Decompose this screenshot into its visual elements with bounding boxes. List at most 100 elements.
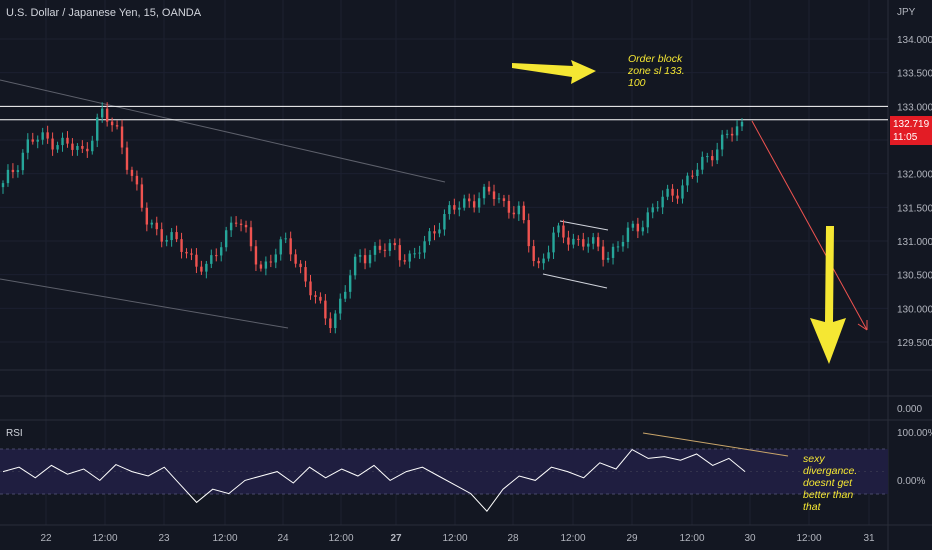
- candle-body: [433, 231, 436, 234]
- x-tick-label: 12:00: [328, 533, 353, 544]
- candle-body: [542, 258, 545, 264]
- candle-body: [224, 230, 228, 248]
- candle-body: [170, 232, 173, 241]
- divergence-line: [642, 432, 789, 457]
- candle-body: [681, 185, 684, 199]
- x-tick-label: 30: [744, 533, 756, 544]
- rsi-tick-label: 100.00%: [897, 428, 932, 439]
- candle-body: [716, 149, 719, 161]
- annotation-order-block: Order block zone sl 133. 100: [628, 53, 685, 89]
- candle-body: [388, 243, 392, 251]
- candle-body: [413, 253, 416, 255]
- y-tick-label: 130.500: [897, 271, 932, 282]
- candle-body: [66, 137, 69, 144]
- candle-body: [339, 298, 342, 314]
- candle-body: [552, 232, 555, 253]
- candle-body: [6, 169, 10, 184]
- candle-body: [249, 227, 253, 247]
- trend-line-lower: [0, 278, 289, 329]
- candle-body: [299, 263, 302, 268]
- x-tick-label: 12:00: [679, 533, 704, 544]
- candle-body: [582, 239, 585, 247]
- candle-body: [368, 254, 372, 264]
- candle-body: [577, 238, 580, 240]
- candle-body: [244, 224, 248, 228]
- candle-body: [497, 198, 501, 200]
- candle-body: [487, 186, 491, 192]
- candle-body: [279, 239, 282, 255]
- candle-body: [145, 207, 149, 225]
- x-tick-label: 24: [277, 533, 289, 544]
- candle-body: [31, 139, 34, 142]
- candle-body: [557, 225, 560, 233]
- candle-body: [626, 227, 630, 242]
- candle-body: [46, 132, 49, 139]
- candle-body: [190, 253, 193, 255]
- candle-body: [616, 246, 620, 248]
- candle-body: [26, 139, 29, 153]
- candle-body: [676, 195, 679, 199]
- candle-body: [517, 205, 521, 215]
- candle-body: [686, 175, 689, 186]
- x-tick-label: 12:00: [796, 533, 821, 544]
- candle-body: [572, 238, 575, 245]
- candle-body: [115, 125, 119, 127]
- candle-body: [730, 133, 734, 136]
- candle-body: [701, 156, 704, 170]
- candle-body: [294, 254, 297, 264]
- candle-body: [383, 249, 387, 251]
- candle-body: [453, 205, 456, 210]
- candle-body: [56, 145, 59, 150]
- candle-body: [408, 253, 411, 262]
- candle-body: [215, 255, 218, 257]
- candle-body: [180, 239, 183, 252]
- candle-body: [259, 264, 263, 269]
- candle-body: [239, 223, 243, 225]
- y-tick-label: 133.500: [897, 69, 932, 80]
- candle-body: [309, 281, 312, 296]
- arrow-down-icon: [810, 226, 846, 364]
- y-tick-label: 130.000: [897, 304, 932, 315]
- rsi-tick-label: 0.00%: [897, 476, 925, 487]
- x-tick-label: 23: [158, 533, 170, 544]
- candle-body: [458, 207, 461, 210]
- candle-body: [319, 296, 322, 301]
- candle-body: [229, 222, 233, 231]
- candle-body: [155, 222, 158, 230]
- candle-body: [100, 108, 104, 118]
- x-tick-label: 12:00: [212, 533, 237, 544]
- candle-body: [671, 188, 674, 196]
- candle-body: [418, 252, 421, 254]
- candle-body: [51, 138, 54, 150]
- candle-body: [651, 207, 654, 213]
- candle-body: [492, 191, 496, 200]
- x-tick-label: 22: [40, 533, 52, 544]
- candle-body: [91, 140, 94, 152]
- candle-body: [334, 313, 337, 329]
- x-tick-label: 29: [626, 533, 638, 544]
- y-tick-label: 134.000: [897, 35, 932, 46]
- projection-arrowhead: [857, 320, 868, 331]
- candle-body: [468, 198, 471, 202]
- candle-body: [656, 207, 659, 209]
- candle-body: [76, 145, 79, 150]
- candle-body: [81, 145, 84, 149]
- candle-body: [358, 255, 362, 257]
- candle-body: [393, 243, 397, 246]
- candle-body: [428, 231, 431, 242]
- candle-body: [403, 260, 406, 262]
- candle-body: [537, 261, 540, 264]
- candle-body: [477, 198, 481, 208]
- currency-label: JPY: [897, 7, 916, 18]
- trend-line-upper: [0, 79, 446, 183]
- candle-body: [596, 237, 600, 247]
- candle-body: [735, 126, 739, 136]
- candle-body: [423, 241, 426, 253]
- candle-body: [1, 183, 5, 188]
- candle-body: [274, 254, 277, 263]
- arrow-right-icon: [512, 60, 596, 84]
- x-tick-label: 12:00: [92, 533, 117, 544]
- candle-body: [284, 238, 287, 240]
- candle-body: [86, 148, 89, 152]
